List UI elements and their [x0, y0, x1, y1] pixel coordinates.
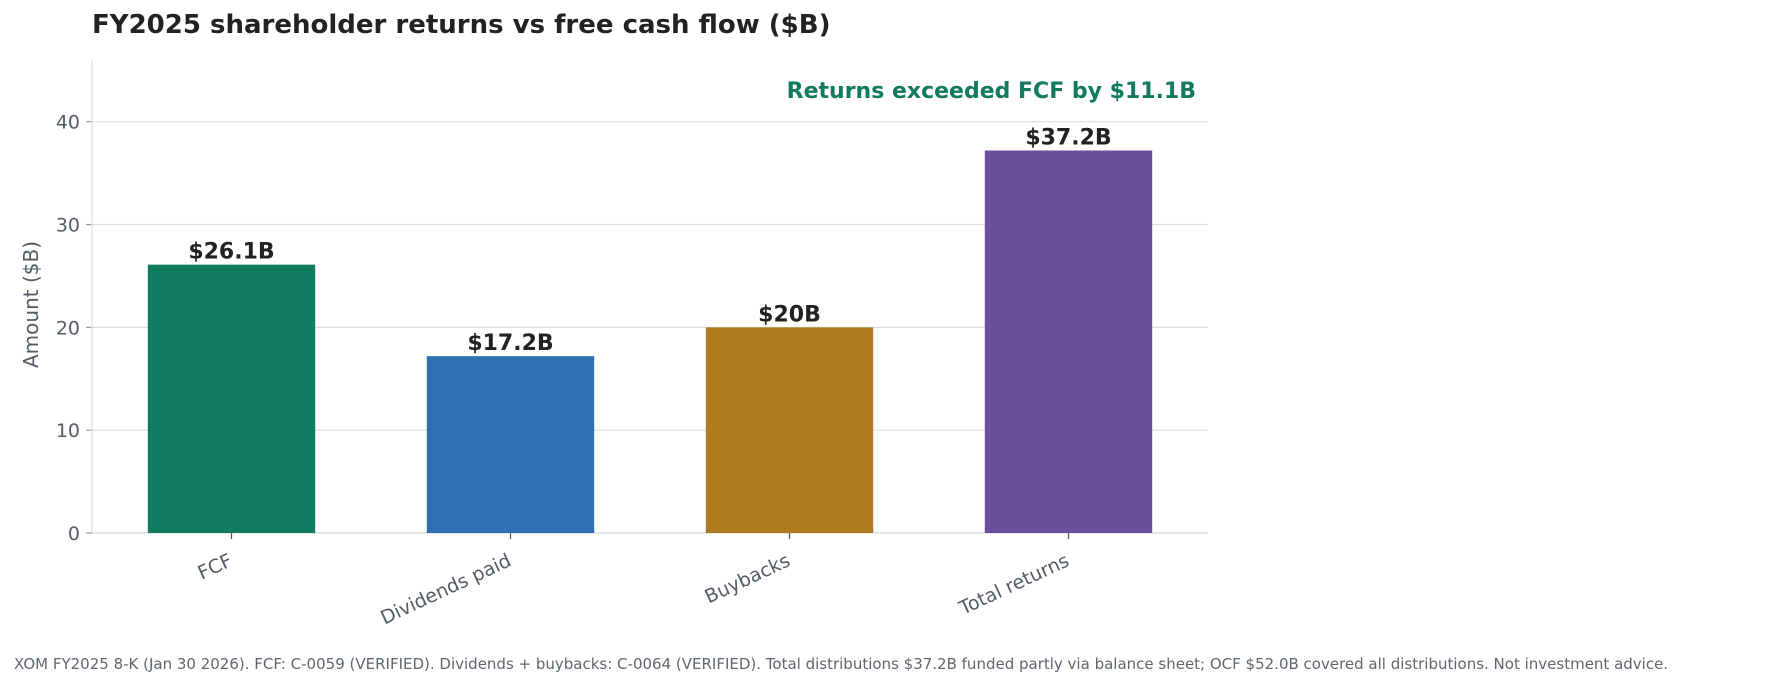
bar-value-label: $37.2B — [1025, 125, 1111, 150]
chart-annotation: Returns exceeded FCF by $11.1B — [787, 79, 1196, 104]
bar — [426, 356, 595, 533]
labels: $26.1B $17.2B $20B $37.2B Returns exceeded F… — [188, 79, 1196, 356]
bar — [705, 327, 874, 533]
y-tick-label: 10 — [56, 420, 80, 442]
y-tick-label: 30 — [56, 215, 80, 237]
bar — [147, 264, 316, 533]
bar — [984, 150, 1153, 534]
bar-value-label: $26.1B — [188, 240, 274, 265]
x-tick-label: Buybacks — [702, 550, 794, 609]
chart-title: FY2025 shareholder returns vs free cash … — [92, 10, 831, 40]
y-axis-title: Amount ($B) — [19, 241, 43, 368]
y-tick-label: 40 — [56, 112, 80, 134]
bar-value-label: $17.2B — [467, 331, 553, 356]
y-tick-label: 20 — [56, 317, 80, 339]
x-tick-label: Dividends paid — [377, 550, 514, 630]
bar-value-label: $20B — [758, 302, 821, 327]
x-tick-label: FCF — [194, 550, 235, 585]
x-tick-label: Total returns — [955, 550, 1073, 620]
source-footnote: XOM FY2025 8-K (Jan 30 2026). FCF: C-005… — [14, 655, 1669, 673]
y-tick-label: 0 — [68, 523, 80, 545]
bars — [147, 150, 1153, 534]
